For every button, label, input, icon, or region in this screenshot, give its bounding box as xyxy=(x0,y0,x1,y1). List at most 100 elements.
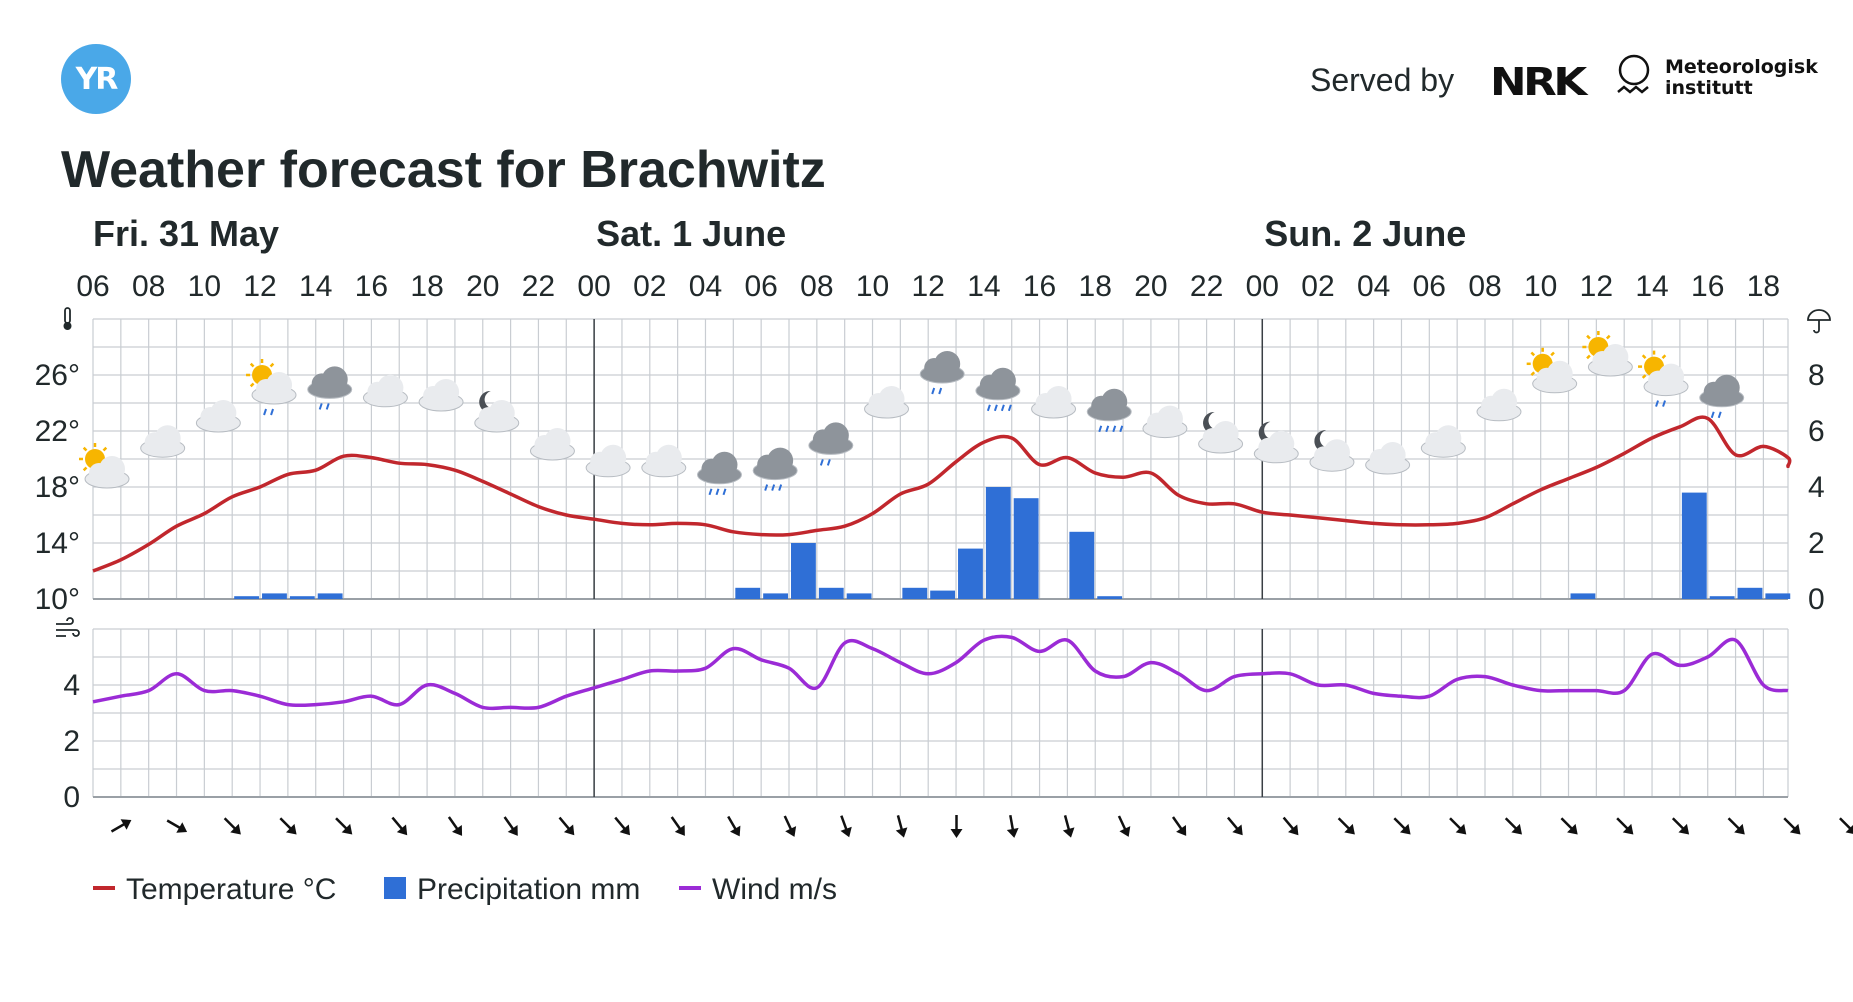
wind-arrow-head xyxy=(1399,823,1411,835)
umbrella-handle xyxy=(1813,320,1820,334)
cloud-puff xyxy=(1713,374,1740,401)
precipitation-bar xyxy=(735,587,761,599)
sun-ray xyxy=(1641,354,1647,359)
met-institute-icon xyxy=(1617,54,1650,94)
wind-arrow-head xyxy=(452,825,463,836)
wind-arrow-head xyxy=(120,819,132,830)
legend-label: Precipitation mm xyxy=(417,873,640,906)
wind-arrow-head xyxy=(895,827,908,838)
rain-drop xyxy=(318,403,323,410)
light-rain-icon xyxy=(1699,374,1745,419)
wind-icon xyxy=(56,617,80,637)
sun-ray xyxy=(1530,371,1536,376)
hour-tick-label: 04 xyxy=(689,270,722,303)
wind-arrow-icon xyxy=(783,815,797,837)
cloud-puff xyxy=(822,422,849,449)
precip-y-tick: 2 xyxy=(1808,527,1825,560)
rain-drop xyxy=(1000,404,1005,412)
rain-drop xyxy=(993,404,998,412)
cloud-puff xyxy=(377,374,404,401)
sun-ray xyxy=(1586,354,1591,360)
wind-icon-lines xyxy=(56,617,80,637)
cloud-puff xyxy=(767,447,794,474)
precipitation-bar xyxy=(234,596,260,599)
light-rain-icon xyxy=(808,422,854,466)
hour-tick-label: 02 xyxy=(1301,270,1334,303)
partly-cloudy-day-icon xyxy=(1526,347,1578,394)
hour-tick-label: 20 xyxy=(466,270,499,303)
thermometer-bulb xyxy=(63,322,72,330)
cloud-puff xyxy=(1045,386,1072,412)
precipitation-bar xyxy=(1709,596,1735,599)
hour-tick-label: 14 xyxy=(967,270,1000,303)
sun-ray xyxy=(269,362,275,368)
wind-arrow-icon xyxy=(1282,816,1299,836)
umbrella-canopy xyxy=(1807,309,1831,321)
sun-ray xyxy=(82,466,88,472)
cloud-puff xyxy=(433,379,460,405)
hour-tick-label: 18 xyxy=(1747,270,1780,303)
hour-tick-label: 20 xyxy=(1134,270,1167,303)
nrk-logo[interactable]: NRK xyxy=(1490,60,1587,104)
day-label: Sun. 2 June xyxy=(1264,213,1466,254)
moon xyxy=(1203,411,1225,434)
rain-drop xyxy=(764,484,769,491)
wind-arrow-head xyxy=(341,823,353,835)
wind-arrow-head xyxy=(950,829,963,838)
wind-line xyxy=(92,634,1789,711)
sun-ray xyxy=(102,446,108,452)
wind-arrow-icon xyxy=(1449,817,1467,835)
wind-arrow-head xyxy=(1232,824,1243,836)
hour-tick-label: 12 xyxy=(243,270,276,303)
cloud-puff xyxy=(1379,442,1406,468)
hour-tick-label: 02 xyxy=(633,270,666,303)
precip-y-tick: 6 xyxy=(1808,415,1825,448)
precipitation-bar xyxy=(289,596,315,599)
precipitation-bar xyxy=(958,548,983,599)
precipitation-bar xyxy=(1765,593,1791,599)
wind-arrow-icon xyxy=(1337,817,1355,835)
cloud-puff xyxy=(1212,421,1239,447)
yr-logo[interactable]: YR xyxy=(61,44,131,114)
light-rain-icon xyxy=(919,351,965,395)
precipitation-bar xyxy=(763,593,788,599)
rain-drop xyxy=(1112,425,1117,433)
heavy-rain-icon xyxy=(1086,388,1132,433)
partly-cloudy-night-icon xyxy=(1309,430,1355,472)
cloud-puff xyxy=(1658,363,1685,390)
sun-ray xyxy=(249,382,255,388)
rain-drop xyxy=(1119,425,1124,433)
wind-arrow-head xyxy=(507,825,518,836)
wind-arrow-head xyxy=(1678,823,1690,835)
wind-arrow-icon xyxy=(840,815,852,838)
precipitation-bar xyxy=(1737,587,1763,599)
cloud-puff xyxy=(154,425,181,452)
weather-icons xyxy=(79,331,1745,496)
cloud-puff xyxy=(1268,430,1295,457)
wind-arrow-head xyxy=(176,822,188,833)
cloud-puff xyxy=(266,372,293,398)
temp-y-tick: 14° xyxy=(35,527,80,560)
precipitation-bar xyxy=(1097,596,1123,599)
wind-arrow-head xyxy=(840,826,852,838)
wind-arrow-icon xyxy=(1783,817,1801,835)
sun-ray xyxy=(1605,334,1611,340)
wind-arrow-head xyxy=(730,825,741,837)
met-institute-logo[interactable]: Meteorologisk institutt xyxy=(1665,57,1818,99)
wind-y-tick: 2 xyxy=(63,725,80,758)
partly-cloudy-night-icon xyxy=(474,390,520,433)
cloud-puff xyxy=(321,366,348,393)
wind-arrow-icon xyxy=(1062,815,1075,838)
precip-y-tick: 0 xyxy=(1808,583,1825,616)
temp-y-tick: 10° xyxy=(35,583,80,616)
wind-arrow-icon xyxy=(1393,817,1411,835)
rain-drop xyxy=(1717,411,1722,419)
partly-cloudy-day-icon xyxy=(79,443,130,489)
umbrella-icon xyxy=(1807,309,1831,334)
wind-arrow-icon xyxy=(166,819,188,833)
hour-tick-label: 22 xyxy=(522,270,555,303)
rain-drop xyxy=(715,488,720,496)
wind-arrow-icon xyxy=(1616,817,1634,835)
wind-arrow-head xyxy=(1062,827,1075,838)
